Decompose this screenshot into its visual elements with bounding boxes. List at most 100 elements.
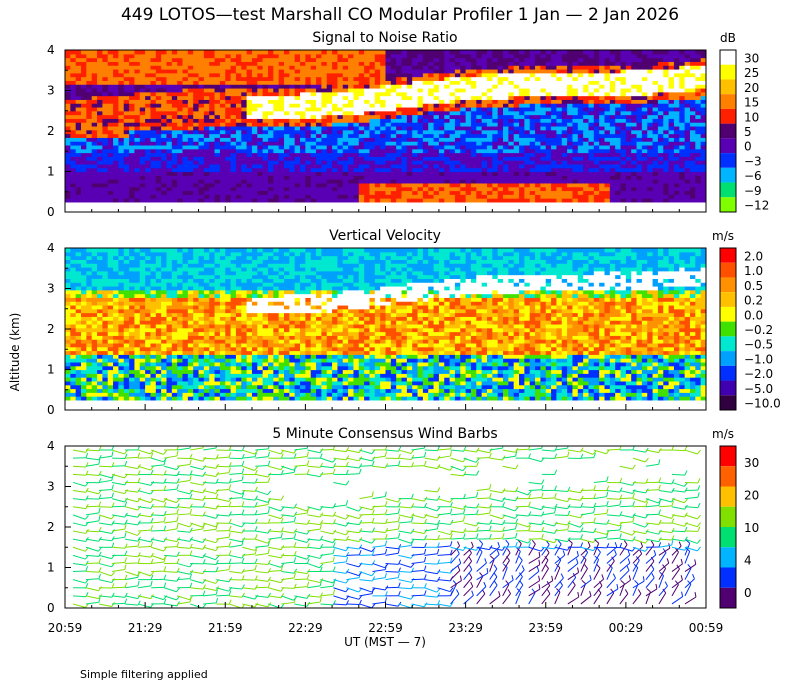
snr-cell: [412, 152, 419, 157]
snr-cell: [129, 186, 136, 192]
snr-cell: [150, 160, 157, 165]
snr-cell: [700, 156, 706, 161]
snr-cell: [321, 171, 328, 176]
snr-cell: [668, 133, 675, 138]
snr-cell: [326, 99, 333, 104]
snr-cell: [305, 198, 312, 203]
snr-cell: [476, 144, 483, 150]
snr-cell: [497, 110, 504, 116]
snr-cell: [625, 91, 632, 97]
snr-cell: [166, 190, 173, 195]
snr-cell: [588, 198, 595, 203]
snr-cell: [545, 118, 552, 123]
snr-cell: [155, 99, 162, 104]
snr-cell: [428, 152, 435, 157]
snr-cell: [609, 106, 616, 112]
snr-cell: [433, 99, 440, 104]
snr-cell: [545, 76, 552, 81]
snr-cell: [139, 95, 146, 100]
snr-cell: [444, 110, 451, 116]
velocity-cell: [65, 384, 71, 390]
velocity-cell: [70, 342, 77, 348]
snr-cell: [294, 122, 301, 127]
snr-cell: [150, 125, 157, 131]
snr-cell: [444, 50, 451, 55]
velocity-cell: [65, 331, 71, 336]
snr-cell: [278, 118, 285, 123]
snr-cell: [657, 61, 664, 66]
snr-cell: [161, 148, 168, 154]
snr-cell: [412, 122, 419, 127]
snr-cell: [524, 110, 531, 116]
snr-cell: [647, 144, 654, 150]
snr-cell: [396, 182, 403, 188]
snr-cell: [396, 114, 403, 119]
snr-cell: [102, 95, 109, 100]
snr-cell: [417, 50, 424, 55]
snr-cell: [652, 72, 659, 78]
snr-cell: [679, 106, 686, 112]
snr-cell: [673, 91, 680, 97]
snr-cell: [225, 65, 232, 70]
velocity-heatmap: [65, 248, 706, 401]
velocity-cell: [75, 361, 82, 367]
snr-cell: [225, 68, 232, 74]
snr-cell: [396, 84, 403, 89]
snr-cell: [284, 91, 290, 97]
snr-cell: [604, 190, 611, 195]
snr-cell: [107, 68, 114, 74]
snr-cell: [284, 141, 290, 146]
snr-cell: [428, 114, 435, 119]
snr-cell: [481, 53, 488, 59]
snr-cell: [219, 110, 226, 116]
snr-cell: [209, 133, 216, 138]
snr-cell: [262, 148, 269, 154]
snr-cell: [513, 99, 520, 104]
snr-cell: [75, 103, 82, 108]
snr-cell: [267, 190, 274, 195]
snr-cell: [684, 84, 691, 89]
snr-cell: [300, 95, 306, 100]
snr-cell: [599, 114, 606, 119]
snr-cell: [529, 76, 536, 81]
snr-cell: [486, 152, 493, 157]
snr-cell: [577, 129, 584, 135]
snr-cell: [556, 95, 563, 100]
snr-cell: [134, 125, 141, 131]
snr-cell: [524, 50, 531, 55]
snr-cell: [203, 76, 210, 81]
snr-cell: [102, 129, 109, 135]
snr-cell: [145, 190, 152, 195]
snr-cell: [118, 91, 125, 97]
snr-cell: [668, 175, 675, 180]
snr-cell: [321, 167, 328, 173]
y-tick-label: 3: [47, 84, 55, 98]
snr-cell: [107, 87, 114, 93]
snr-cell: [492, 122, 499, 127]
snr-cell: [631, 141, 638, 146]
snr-cell: [620, 171, 627, 176]
snr-cell: [668, 99, 675, 104]
snr-cell: [139, 118, 146, 123]
snr-cell: [321, 179, 328, 184]
snr-cell: [460, 110, 467, 116]
snr-cell: [257, 141, 264, 146]
snr-cell: [118, 114, 125, 119]
snr-cell: [155, 190, 162, 195]
snr-cell: [588, 186, 595, 192]
snr-cell: [465, 118, 472, 123]
snr-cell: [663, 194, 670, 199]
snr-cell: [278, 175, 285, 180]
snr-cell: [332, 167, 339, 173]
snr-cell: [273, 129, 280, 135]
snr-cell: [422, 68, 429, 74]
snr-cell: [460, 160, 467, 165]
snr-cell: [273, 186, 280, 192]
snr-cell: [572, 194, 579, 199]
snr-cell: [604, 156, 611, 161]
snr-cell: [449, 160, 456, 165]
snr-cell: [81, 53, 87, 59]
velocity-cell: [75, 331, 82, 336]
snr-cell: [75, 175, 82, 180]
